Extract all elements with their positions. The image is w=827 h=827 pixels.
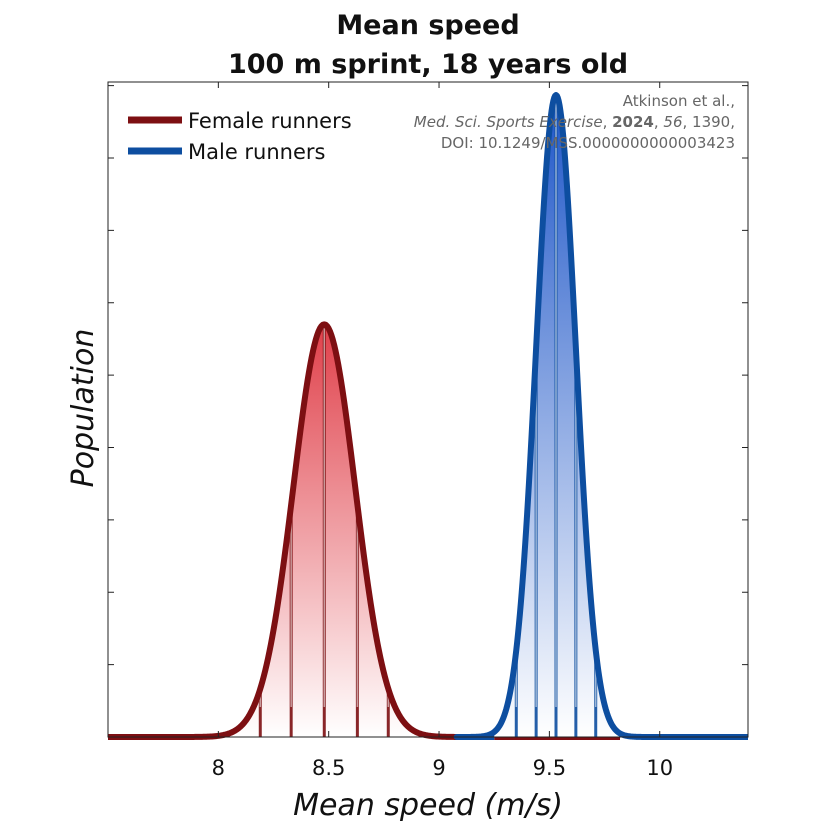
- citation-journal-line: Med. Sci. Sports Exercise, 2024, 56, 139…: [414, 113, 735, 131]
- citation-volume: 56: [663, 113, 682, 131]
- plot-area: [108, 92, 748, 740]
- legend-label-female: Female runners: [188, 109, 352, 133]
- chart-title-line2: 100 m sprint, 18 years old: [228, 49, 628, 80]
- citation-journal: Med. Sci. Sports Exercise: [414, 113, 603, 131]
- x-tick-label: 8.5: [312, 756, 345, 780]
- series-curve-0: [108, 321, 482, 740]
- legend: Female runners Male runners: [128, 109, 352, 164]
- x-axis-label: Mean speed (m/s): [293, 788, 563, 823]
- axis-ticks: 8 8.5 9 9.5 10: [108, 82, 748, 780]
- citation: Atkinson et al., Med. Sci. Sports Exerci…: [414, 92, 735, 152]
- x-tick-label: 9.5: [533, 756, 566, 780]
- x-tick-label: 10: [646, 756, 673, 780]
- citation-authors: Atkinson et al.,: [623, 92, 735, 110]
- y-axis-label: Population: [66, 329, 101, 488]
- series-curve-1: [453, 92, 748, 740]
- legend-label-male: Male runners: [188, 140, 325, 164]
- citation-doi: DOI: 10.1249/MSS.0000000000003423: [441, 134, 735, 152]
- plot-frame: [107, 81, 749, 738]
- x-tick-label: 9: [432, 756, 445, 780]
- citation-page: 1390,: [692, 113, 735, 131]
- x-tick-label: 8: [212, 756, 225, 780]
- citation-year: 2024: [612, 113, 654, 131]
- chart-title-line1: Mean speed: [336, 10, 519, 41]
